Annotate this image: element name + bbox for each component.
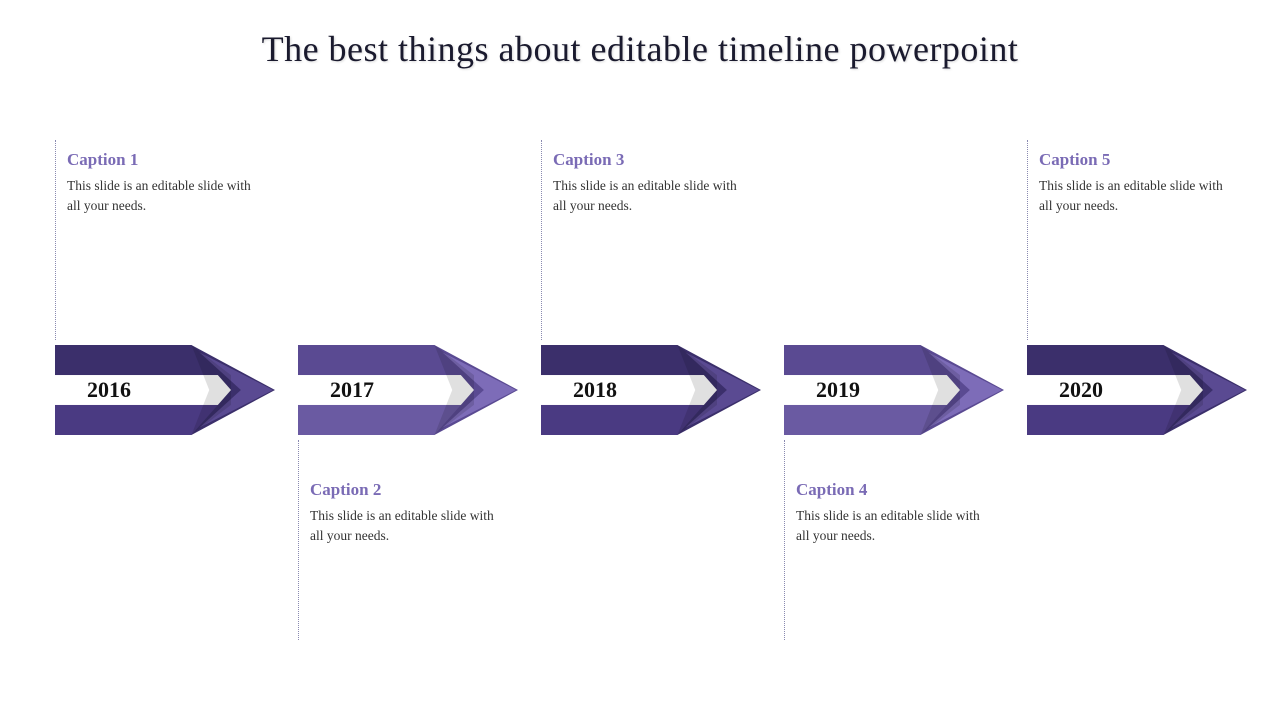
caption-body: This slide is an editable slide with all… [67, 176, 255, 215]
caption-text: Caption 4 This slide is an editable slide… [796, 480, 984, 545]
caption-connector-line [784, 440, 785, 640]
caption-body: This slide is an editable slide with all… [553, 176, 741, 215]
caption-title: Caption 4 [796, 480, 984, 500]
caption-title: Caption 2 [310, 480, 498, 500]
timeline-arrow-4: 2019 [784, 345, 1004, 435]
timeline-arrow-1: 2016 [55, 345, 275, 435]
caption-text: Caption 2 This slide is an editable slide… [310, 480, 498, 545]
year-label: 2019 [816, 377, 860, 403]
caption-text: Caption 1 This slide is an editable slide… [67, 150, 255, 215]
caption-title: Caption 1 [67, 150, 255, 170]
caption-body: This slide is an editable slide with all… [796, 506, 984, 545]
timeline-arrow-5: 2020 [1027, 345, 1247, 435]
caption-text: Caption 5 This slide is an editable slide… [1039, 150, 1227, 215]
caption-connector-line [55, 140, 56, 340]
caption-connector-line [1027, 140, 1028, 340]
year-label: 2018 [573, 377, 617, 403]
caption-title: Caption 3 [553, 150, 741, 170]
year-label: 2020 [1059, 377, 1103, 403]
timeline-arrow-3: 2018 [541, 345, 761, 435]
slide-title: The best things about editable timeline … [0, 28, 1280, 70]
year-label: 2017 [330, 377, 374, 403]
caption-body: This slide is an editable slide with all… [310, 506, 498, 545]
caption-title: Caption 5 [1039, 150, 1227, 170]
caption-text: Caption 3 This slide is an editable slide… [553, 150, 741, 215]
caption-connector-line [541, 140, 542, 340]
caption-connector-line [298, 440, 299, 640]
timeline-arrow-2: 2017 [298, 345, 518, 435]
caption-body: This slide is an editable slide with all… [1039, 176, 1227, 215]
slide: The best things about editable timeline … [0, 0, 1280, 720]
year-label: 2016 [87, 377, 131, 403]
